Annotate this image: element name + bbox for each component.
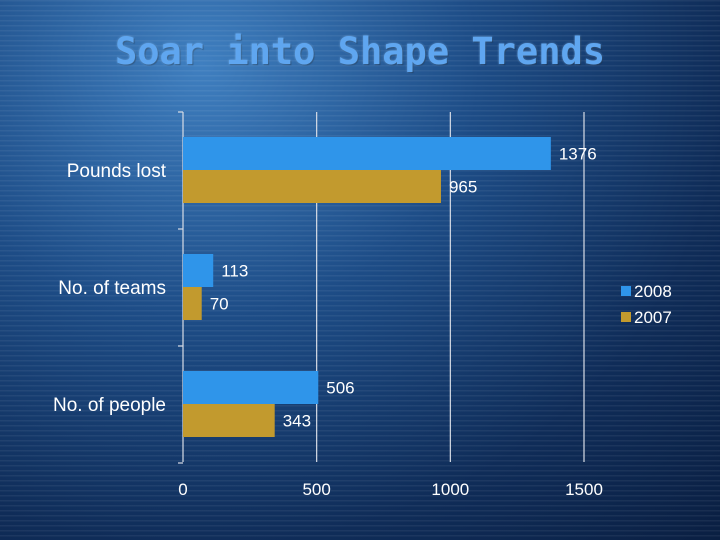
x-tick-label: 1500 (565, 480, 603, 499)
category-label: No. of people (53, 395, 166, 416)
legend-swatch-2007 (621, 312, 631, 322)
data-label: 70 (210, 295, 229, 314)
category-label: No. of teams (58, 278, 166, 299)
data-label: 1376 (559, 145, 597, 164)
category-label: Pounds lost (67, 161, 167, 182)
x-tick-label: 1000 (431, 480, 469, 499)
legend-label: 2007 (634, 308, 672, 327)
bar-2008 (183, 254, 214, 287)
data-label: 506 (326, 379, 354, 398)
x-tick-label: 500 (302, 480, 330, 499)
legend-label: 2008 (634, 282, 672, 301)
data-label: 343 (283, 412, 311, 431)
legend-swatch-2008 (621, 286, 631, 296)
slide-title: Soar into Shape Trends (114, 30, 606, 73)
data-label: 965 (449, 178, 477, 197)
x-tick-label: 0 (178, 480, 187, 499)
bar-2007 (183, 170, 441, 203)
bar-2007 (183, 404, 275, 437)
bar-2007 (183, 287, 202, 320)
bar-2008 (183, 371, 319, 404)
data-label: 113 (221, 262, 248, 281)
bar-2008 (183, 137, 551, 170)
